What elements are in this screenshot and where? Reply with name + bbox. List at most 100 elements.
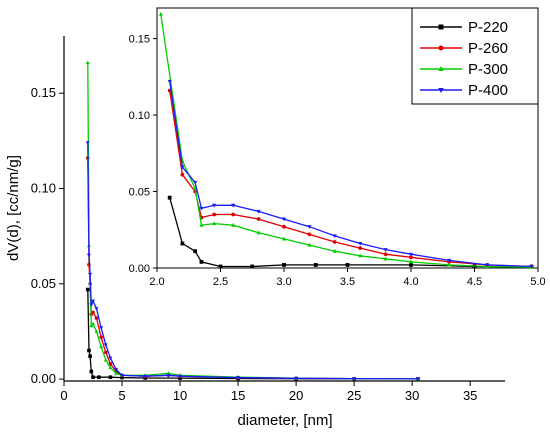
data-point: [108, 375, 113, 379]
legend-item-p-260: P-260: [420, 40, 508, 57]
series-p-220: [85, 287, 420, 381]
data-point: [94, 316, 99, 320]
x-tick-label: 20: [289, 388, 303, 403]
y-tick-label: 0.00: [129, 263, 150, 275]
data-point: [415, 377, 420, 382]
data-point: [86, 253, 91, 258]
data-point: [97, 375, 101, 379]
data-point: [94, 329, 99, 333]
data-point: [143, 374, 148, 379]
data-point: [345, 263, 350, 267]
data-point: [108, 365, 113, 370]
data-point: [313, 263, 318, 267]
data-point: [485, 263, 490, 268]
legend-marker: [438, 88, 444, 93]
main-y-ticks: 0.00 0.05 0.10 0.15: [31, 85, 64, 386]
data-point: [103, 357, 108, 362]
x-tick-label: 4.0: [403, 276, 418, 288]
data-point: [236, 376, 241, 380]
x-tick-label: 30: [405, 388, 419, 403]
data-point: [114, 368, 119, 372]
data-point: [180, 165, 185, 170]
inset-x-ticks: 2.0 2.5 3.0 3.5 4.0 4.5 5.0: [149, 268, 546, 288]
data-point: [529, 264, 534, 269]
data-point: [167, 195, 172, 200]
y-axis-label: dV(d), [cc/nm/g]: [5, 155, 22, 261]
data-point: [91, 375, 95, 379]
data-point: [447, 262, 452, 267]
legend-label: P-220: [468, 19, 508, 36]
data-point: [91, 310, 95, 315]
series-line: [87, 289, 418, 380]
data-point: [256, 209, 261, 214]
legend-label: P-260: [468, 40, 508, 57]
data-point: [103, 343, 108, 347]
data-point: [307, 225, 312, 229]
data-point: [91, 321, 95, 326]
y-tick-label: 0.10: [129, 110, 150, 122]
y-tick-label: 0.15: [31, 85, 56, 100]
x-tick-label: 15: [231, 388, 245, 403]
data-point: [193, 249, 197, 254]
data-point: [91, 299, 95, 304]
data-point: [282, 224, 286, 229]
x-axis-label: diameter, [nm]: [237, 412, 332, 429]
main-plot: 0 5 10 15 20 25 30 35 0.00 0.05 0.10 0.15 diameter…: [5, 36, 505, 429]
x-tick-label: 4.5: [467, 276, 482, 288]
data-point: [358, 246, 363, 251]
data-point: [409, 255, 413, 260]
x-tick-label: 5.0: [530, 276, 545, 288]
inset-series-group: [158, 11, 534, 269]
data-point: [166, 373, 171, 378]
data-point: [85, 60, 90, 65]
data-point: [89, 303, 94, 307]
data-point: [103, 350, 108, 355]
data-point: [231, 222, 236, 227]
series-line: [169, 197, 532, 268]
data-point: [383, 248, 388, 252]
data-point: [88, 354, 92, 359]
data-point: [120, 373, 125, 378]
data-point: [332, 240, 337, 244]
data-point: [281, 236, 287, 241]
data-point: [99, 335, 103, 339]
x-tick-label: 2.5: [213, 276, 228, 288]
data-point: [212, 221, 217, 226]
data-point: [178, 374, 183, 379]
data-point: [332, 248, 337, 253]
data-point: [158, 11, 163, 16]
series-line: [87, 142, 419, 380]
legend-label: P-400: [468, 82, 508, 99]
y-tick-label: 0.05: [31, 276, 56, 291]
data-point: [256, 230, 261, 235]
x-tick-label: 35: [463, 388, 477, 403]
data-point: [180, 172, 185, 177]
x-tick-label: 2.0: [149, 276, 164, 288]
data-point: [231, 212, 236, 217]
data-point: [199, 206, 204, 211]
x-tick-label: 3.0: [276, 276, 291, 288]
data-point: [409, 263, 413, 267]
data-point: [218, 264, 223, 269]
data-point: [99, 344, 104, 349]
data-point: [89, 323, 94, 328]
legend-label: P-300: [468, 61, 508, 78]
data-point: [408, 259, 414, 264]
series-line: [160, 14, 532, 268]
legend-item-p-300: P-300: [420, 61, 508, 78]
legend-marker: [438, 66, 444, 71]
data-point: [180, 241, 185, 246]
data-point: [88, 272, 93, 277]
x-tick-label: 3.5: [340, 276, 355, 288]
data-point: [114, 371, 119, 375]
data-point: [108, 356, 113, 361]
data-point: [383, 256, 388, 261]
main-x-ticks: 0 5 10 15 20 25 30 35: [60, 381, 477, 403]
data-point: [108, 362, 113, 366]
data-point: [212, 203, 217, 208]
inset-y-ticks: 0.00 0.05 0.10 0.15: [129, 34, 157, 275]
inset-plot: 2.0 2.5 3.0 3.5 4.0 4.5 5.0 0.00 0.05 0.10 0.15: [129, 7, 546, 288]
data-point: [307, 242, 312, 247]
data-point: [85, 141, 90, 145]
